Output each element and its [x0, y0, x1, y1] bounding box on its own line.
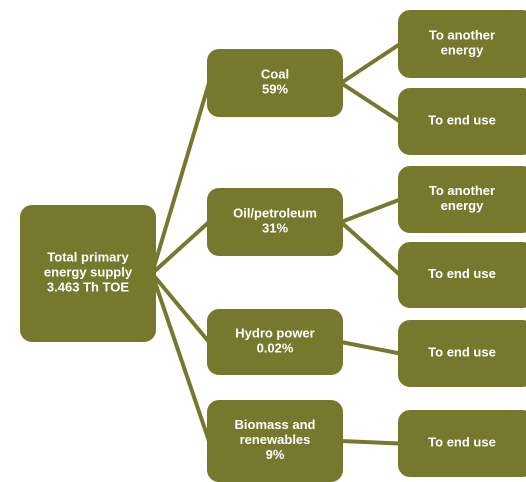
use-node: To end use — [398, 242, 526, 308]
use-node-box — [398, 166, 526, 233]
label-line: To end use — [428, 266, 496, 281]
source-node-box — [207, 49, 343, 117]
label-line: energy — [441, 43, 484, 58]
label-line: 59% — [262, 82, 288, 97]
connector — [339, 220, 402, 277]
use-node-label: To another energy — [429, 183, 495, 213]
connector — [150, 272, 211, 344]
label-line: Oil/petroleum — [233, 206, 317, 221]
source-node-label: Coal 59% — [261, 67, 289, 97]
label-line: 0.02% — [257, 341, 294, 356]
use-node-box — [398, 10, 526, 78]
boxes: Total primary energy supply 3.463 Th TOE Co… — [20, 10, 526, 482]
label-line: energy — [441, 198, 484, 213]
label-line: To end use — [428, 113, 496, 128]
use-node-label: To end use — [428, 435, 496, 450]
connectors — [150, 42, 402, 446]
source-node-box — [207, 188, 343, 256]
label-line: renewables — [240, 432, 311, 447]
root-node-box — [20, 205, 156, 342]
connector — [150, 82, 211, 275]
source-node: Biomass and renewables 9% — [207, 400, 343, 482]
use-node-box — [398, 410, 526, 477]
root-node: Total primary energy supply 3.463 Th TOE — [20, 205, 156, 342]
connector — [340, 439, 401, 446]
source-node: Coal 59% — [207, 49, 343, 117]
use-node: To end use — [398, 410, 526, 477]
label-line: To another — [429, 183, 495, 198]
source-node-label: Oil/petroleum 31% — [233, 206, 317, 236]
connector — [150, 272, 211, 442]
source-node-box — [207, 400, 343, 482]
label-line: To end use — [428, 435, 496, 450]
connector — [340, 340, 401, 356]
use-node: To another energy — [398, 10, 526, 78]
connector — [339, 81, 402, 124]
label-line: Biomass and — [235, 417, 316, 432]
label-line: Total primary — [47, 250, 129, 265]
use-node-box — [398, 320, 526, 387]
label-line: 3.463 Th TOE — [47, 280, 129, 295]
connector — [339, 42, 402, 85]
source-node: Hydro power 0.02% — [207, 309, 343, 375]
use-node-box — [398, 88, 526, 155]
source-node-label: Hydro power 0.02% — [235, 326, 314, 356]
source-node-label: Biomass and renewables 9% — [235, 417, 316, 462]
use-node-box — [398, 242, 526, 308]
root-node-label: Total primary energy supply 3.463 Th TOE — [44, 250, 133, 295]
label-line: 31% — [262, 221, 288, 236]
use-node-label: To end use — [428, 266, 496, 281]
use-node-label: To end use — [428, 113, 496, 128]
label-line: Hydro power — [235, 326, 314, 341]
connector — [150, 220, 211, 275]
connector — [340, 197, 401, 224]
label-line: 9% — [266, 447, 285, 462]
use-node: To another energy — [398, 166, 526, 233]
label-line: To end use — [428, 345, 496, 360]
use-node: To end use — [398, 88, 526, 155]
source-node-box — [207, 309, 343, 375]
use-node-label: To end use — [428, 345, 496, 360]
use-node-label: To another energy — [429, 28, 495, 58]
use-node: To end use — [398, 320, 526, 387]
source-node: Oil/petroleum 31% — [207, 188, 343, 256]
label-line: Coal — [261, 67, 289, 82]
label-line: To another — [429, 28, 495, 43]
label-line: energy supply — [44, 265, 133, 280]
